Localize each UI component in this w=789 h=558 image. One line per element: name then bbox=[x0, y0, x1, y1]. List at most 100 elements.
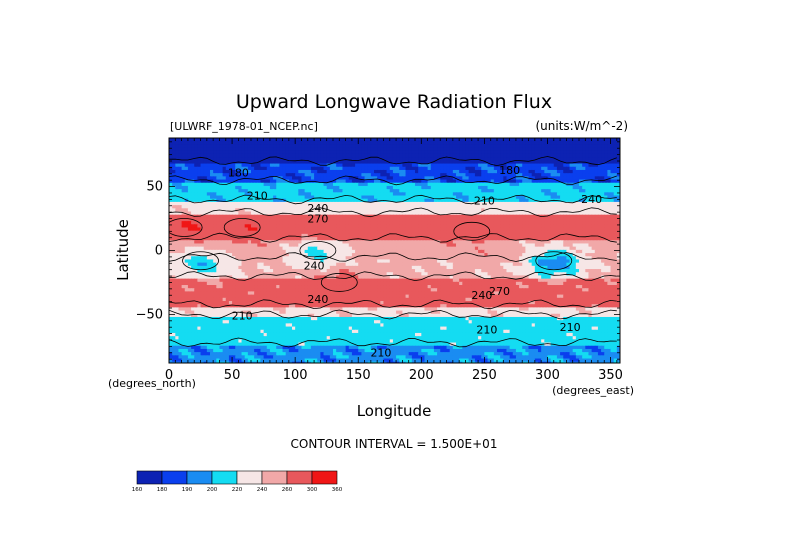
field-cell bbox=[468, 160, 473, 165]
field-cell bbox=[336, 144, 340, 149]
field-cell bbox=[522, 195, 526, 200]
field-cell bbox=[358, 166, 362, 171]
field-cell bbox=[528, 138, 533, 142]
field-cell bbox=[288, 192, 293, 197]
field-cell bbox=[285, 150, 290, 155]
field-cell bbox=[292, 169, 296, 174]
field-cell bbox=[588, 195, 593, 200]
field-cell bbox=[380, 195, 385, 200]
field-cell bbox=[225, 169, 230, 174]
field-cell bbox=[181, 185, 186, 190]
field-cell bbox=[610, 208, 615, 213]
field-cell bbox=[405, 211, 410, 216]
field-cell bbox=[266, 208, 271, 213]
field-cell bbox=[361, 198, 366, 203]
field-cell bbox=[607, 201, 612, 206]
field-cell bbox=[553, 163, 558, 168]
field-cell bbox=[295, 169, 299, 174]
field-cell bbox=[566, 173, 571, 177]
field-cell bbox=[506, 150, 511, 155]
field-cell bbox=[260, 208, 265, 213]
field-cell bbox=[560, 192, 564, 197]
field-cell bbox=[254, 157, 258, 161]
field-cell bbox=[430, 147, 435, 152]
field-cell bbox=[440, 182, 444, 187]
field-cell bbox=[452, 163, 457, 168]
field-cell bbox=[269, 198, 274, 203]
field-cell bbox=[468, 169, 473, 174]
field-cell bbox=[528, 208, 533, 213]
field-cell bbox=[389, 150, 394, 155]
field-cell bbox=[594, 176, 599, 181]
field-cell bbox=[285, 185, 290, 190]
field-cell bbox=[478, 166, 482, 171]
field-cell bbox=[553, 201, 558, 206]
field-cell bbox=[415, 166, 419, 171]
field-cell bbox=[370, 153, 375, 158]
field-cell bbox=[446, 192, 451, 197]
field-cell bbox=[228, 144, 233, 149]
field-cell bbox=[405, 176, 410, 181]
field-cell bbox=[364, 198, 369, 203]
field-cell bbox=[386, 185, 391, 190]
field-cell bbox=[402, 201, 407, 206]
field-cell bbox=[358, 153, 362, 158]
field-cell bbox=[572, 144, 577, 149]
field-cell bbox=[490, 189, 495, 193]
field-cell bbox=[566, 179, 571, 184]
field-cell bbox=[509, 138, 514, 142]
field-cell bbox=[241, 205, 246, 209]
field-cell bbox=[273, 211, 277, 216]
field-cell bbox=[222, 166, 227, 171]
field-cell bbox=[383, 189, 388, 193]
field-cell bbox=[556, 166, 561, 171]
field-cell bbox=[314, 198, 318, 203]
field-cell bbox=[222, 201, 227, 206]
field-cell bbox=[582, 153, 586, 158]
field-cell bbox=[620, 186, 624, 190]
field-cell bbox=[225, 189, 230, 193]
field-cell bbox=[361, 195, 366, 200]
field-cell bbox=[541, 208, 545, 213]
field-cell bbox=[547, 201, 552, 206]
field-cell bbox=[295, 211, 299, 216]
field-cell bbox=[456, 163, 460, 168]
field-cell bbox=[254, 208, 258, 213]
field-cell bbox=[427, 176, 432, 181]
field-cell bbox=[424, 185, 429, 190]
field-cell bbox=[405, 138, 410, 142]
field-cell bbox=[257, 166, 262, 171]
field-cell bbox=[213, 141, 217, 145]
field-cell bbox=[310, 166, 315, 171]
field-cell bbox=[481, 163, 485, 168]
field-cell bbox=[471, 173, 476, 177]
field-cell bbox=[326, 182, 331, 187]
field-cell bbox=[358, 147, 362, 152]
field-cell bbox=[478, 169, 482, 174]
field-cell bbox=[336, 173, 340, 177]
field-cell bbox=[522, 182, 526, 187]
field-cell bbox=[566, 201, 571, 206]
field-cell bbox=[582, 195, 586, 200]
field-cell bbox=[216, 189, 221, 193]
field-cell bbox=[235, 214, 239, 219]
field-cell bbox=[238, 211, 243, 216]
field-cell bbox=[364, 192, 369, 197]
field-cell bbox=[601, 141, 605, 145]
field-cell bbox=[380, 147, 385, 152]
field-cell bbox=[285, 208, 290, 213]
field-cell bbox=[263, 195, 268, 200]
field-cell bbox=[292, 176, 296, 181]
field-cell bbox=[232, 173, 236, 177]
field-cell bbox=[307, 192, 312, 197]
field-cell bbox=[396, 208, 400, 213]
field-cell bbox=[292, 147, 296, 152]
field-cell bbox=[266, 166, 271, 171]
field-cell bbox=[620, 167, 624, 171]
field-cell bbox=[522, 173, 526, 177]
field-cell bbox=[534, 141, 539, 145]
field-cell bbox=[314, 144, 318, 149]
field-cell bbox=[522, 176, 526, 181]
field-cell bbox=[370, 211, 375, 216]
field-cell bbox=[203, 173, 208, 177]
